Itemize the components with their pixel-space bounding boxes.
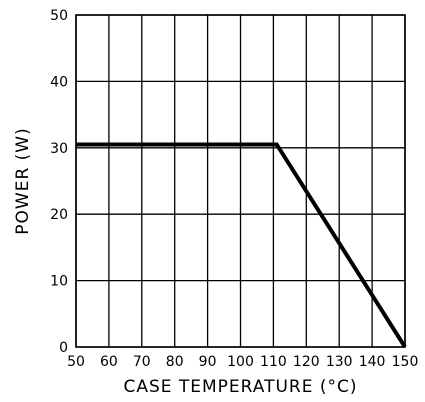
- x-tick-label: 70: [133, 354, 151, 370]
- y-tick-label: 0: [59, 340, 68, 356]
- plot-frame: [75, 14, 406, 348]
- y-tick-label: 30: [50, 141, 68, 157]
- x-tick-label: 60: [100, 354, 118, 370]
- x-tick-label: 140: [359, 354, 386, 370]
- x-tick-label: 150: [392, 354, 419, 370]
- x-tick-label: 130: [326, 354, 353, 370]
- x-tick-label: 80: [166, 354, 184, 370]
- x-tick-label: 90: [199, 354, 217, 370]
- y-tick-labels: 0 10 20 30 40 50: [50, 8, 68, 356]
- y-tick-label: 40: [50, 74, 68, 90]
- x-axis-label: CASE TEMPERATURE (°C): [123, 377, 357, 397]
- y-tick-label: 10: [50, 274, 68, 290]
- grid: [75, 14, 406, 348]
- x-tick-label: 120: [293, 354, 320, 370]
- series-line: [76, 142, 407, 349]
- plot-border: [75, 14, 406, 348]
- x-tick-label: 100: [227, 354, 254, 370]
- x-tick-label: 110: [260, 354, 287, 370]
- x-tick-labels: 50 60 70 80 90 100 110 120 130 140 150: [67, 354, 418, 370]
- y-tick-label: 20: [50, 207, 68, 223]
- x-tick-label: 50: [67, 354, 85, 370]
- y-tick-label: 50: [50, 8, 68, 24]
- y-axis-label: POWER (W): [13, 127, 33, 234]
- series-layer: [76, 142, 407, 349]
